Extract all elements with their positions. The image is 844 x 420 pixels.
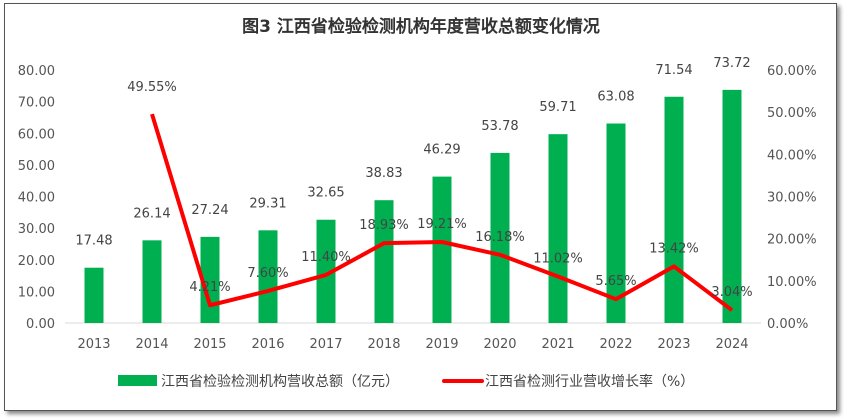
line-data-label: 11.02% [533, 252, 583, 267]
y-left-tick-label: 50.00 [18, 159, 55, 174]
y-left-tick-label: 30.00 [18, 222, 55, 237]
legend-label-bar: 江西省检验检测机构营收总额（亿元） [161, 374, 399, 390]
bar [258, 230, 278, 323]
line-data-label: 18.93% [359, 218, 409, 233]
x-tick-label: 2019 [425, 337, 458, 352]
x-tick-label: 2014 [135, 337, 168, 352]
bar-data-label: 38.83 [365, 166, 402, 181]
x-tick-label: 2020 [483, 337, 516, 352]
y-right-tick-label: 60.00% [767, 64, 817, 79]
bar-data-label: 46.29 [423, 143, 460, 158]
x-tick-label: 2018 [367, 337, 400, 352]
bar [84, 267, 104, 323]
line-data-label: 11.40% [301, 250, 351, 265]
line-data-label: 19.21% [417, 217, 467, 232]
y-left-tick-label: 10.00 [18, 285, 55, 300]
bar-data-label: 26.14 [133, 206, 170, 221]
y-left-tick-label: 80.00 [18, 64, 55, 79]
line-data-label: 7.60% [247, 266, 288, 281]
line-data-label: 3.04% [711, 285, 752, 300]
bar-data-label: 53.78 [481, 119, 518, 134]
chart-frame: 图3 江西省检验检测机构年度营收总额变化情况 0.00 10.00 20.00 30.… [4, 3, 837, 411]
x-tick-label: 2015 [193, 337, 226, 352]
y-right-tick-label: 30.00% [767, 191, 817, 206]
line-data-label: 16.18% [475, 230, 525, 245]
y-left-tick-label: 60.00 [18, 127, 55, 142]
chart-title: 图3 江西省检验检测机构年度营收总额变化情况 [242, 16, 600, 37]
bar-data-label: 27.24 [191, 203, 228, 218]
bar-data-label: 32.65 [307, 186, 344, 201]
y-left-tick-label: 40.00 [18, 191, 55, 206]
bar [548, 134, 568, 323]
y-right-tick-label: 0.00% [767, 317, 808, 332]
legend: 江西省检验检测机构营收总额（亿元） 江西省检测行业营收增长率（%） [118, 373, 694, 390]
bar [490, 152, 510, 323]
bar-data-label: 59.71 [539, 100, 576, 115]
bar [142, 240, 162, 323]
x-tick-label: 2017 [309, 337, 342, 352]
legend-swatch-bar [118, 375, 157, 386]
y-right-tick-label: 20.00% [767, 233, 817, 248]
bar-data-label: 73.72 [713, 56, 750, 71]
bar-data-label: 71.54 [655, 63, 692, 78]
y-left-tick-label: 20.00 [18, 254, 55, 269]
bar-data-label: 29.31 [249, 196, 286, 211]
line-data-label: 4.21% [189, 280, 230, 295]
y-right-tick-label: 10.00% [767, 275, 817, 290]
bar [316, 219, 336, 323]
x-tick-label: 2022 [599, 337, 632, 352]
line-data-label: 13.42% [649, 241, 699, 256]
bar [200, 236, 220, 323]
bar [722, 89, 742, 323]
line-data-label: 5.65% [595, 274, 636, 289]
bar-data-label: 63.08 [597, 90, 634, 105]
y-left-tick-label: 70.00 [18, 96, 55, 111]
bar [432, 176, 452, 323]
x-tick-label: 2013 [77, 337, 110, 352]
x-tick-label: 2021 [541, 337, 574, 352]
bar-data-label: 17.48 [75, 234, 112, 249]
chart: 图3 江西省检验检测机构年度营收总额变化情况 0.00 10.00 20.00 30.… [18, 16, 817, 390]
line-data-label: 49.55% [127, 80, 177, 95]
y-right-tick-label: 50.00% [767, 106, 817, 121]
bar [374, 200, 394, 323]
y-right-tick-label: 40.00% [767, 148, 817, 163]
x-tick-label: 2023 [657, 337, 690, 352]
x-tick-label: 2016 [251, 337, 284, 352]
x-tick-label: 2024 [715, 337, 748, 352]
legend-label-line: 江西省检测行业营收增长率（%） [485, 373, 694, 390]
bar [606, 123, 626, 324]
y-left-tick-label: 0.00 [26, 317, 55, 332]
bar [664, 96, 684, 323]
